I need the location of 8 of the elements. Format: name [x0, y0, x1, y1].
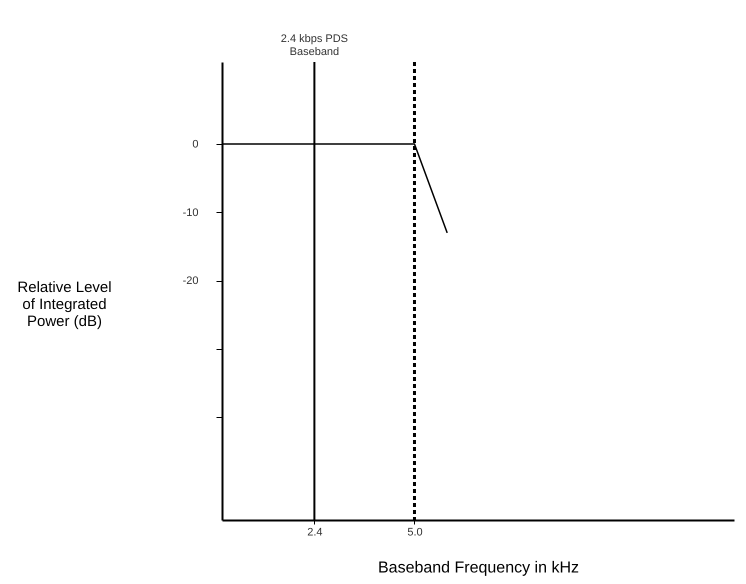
x-axis-title: Baseband Frequency in kHz	[378, 560, 579, 576]
y-tick-label: -20	[182, 275, 198, 288]
y-tick-label: -10	[182, 206, 198, 219]
y-axis-title: Relative Level of Integrated Power (dB)	[17, 278, 112, 330]
x-tick-label: 2.4	[307, 526, 323, 538]
ref-line-label: 2.4 kbps PDS Baseband	[280, 33, 348, 58]
y-tick-label: 0	[192, 138, 198, 151]
x-tick-label: 5.0	[407, 526, 423, 538]
